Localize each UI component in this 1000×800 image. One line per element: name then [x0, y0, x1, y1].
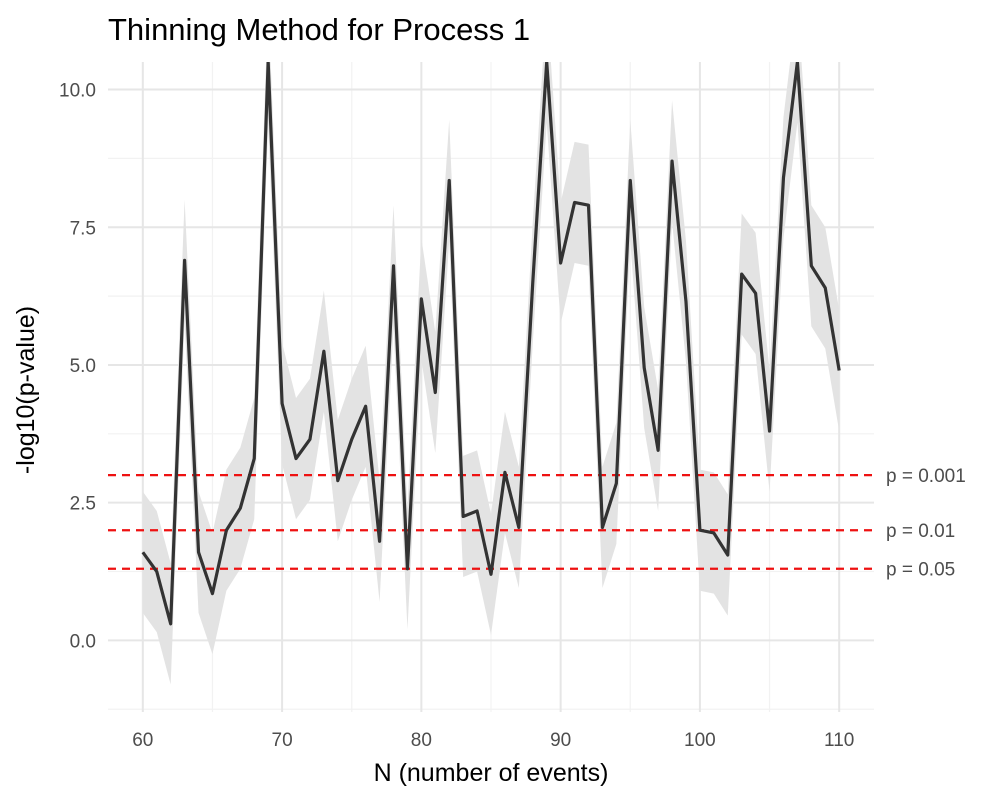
data-point [239, 507, 241, 509]
data-point [713, 532, 715, 534]
data-point [183, 259, 185, 261]
data-point [824, 287, 826, 289]
x-tick-label: 70 [272, 730, 293, 751]
data-point [142, 551, 144, 553]
data-point [559, 262, 561, 264]
y-tick-label: 5.0 [70, 356, 96, 377]
data-point [448, 179, 450, 181]
y-tick-label: 0.0 [70, 631, 96, 652]
reference-line-label: p = 0.001 [886, 466, 966, 487]
data-point [351, 438, 353, 440]
data-point [156, 570, 158, 572]
data-point [532, 281, 534, 283]
data-point [392, 265, 394, 267]
y-tick-label: 7.5 [70, 218, 96, 239]
data-point [615, 482, 617, 484]
data-point [323, 350, 325, 352]
data-point [740, 273, 742, 275]
data-point [671, 160, 673, 162]
data-point [364, 405, 366, 407]
data-point [309, 438, 311, 440]
reference-line-label: p = 0.05 [886, 560, 955, 581]
major-gridlines [108, 62, 874, 712]
y-axis-ticks: 0.0 2.5 5.0 7.5 10.0 [59, 81, 96, 653]
plot-area [108, 61, 874, 685]
x-tick-label: 100 [684, 730, 716, 751]
data-point [768, 430, 770, 432]
x-tick-label: 80 [411, 730, 432, 751]
data-point [253, 457, 255, 459]
data-point [796, 61, 798, 63]
data-point [782, 176, 784, 178]
data-point [727, 554, 729, 556]
data-point [337, 479, 339, 481]
data-point [504, 471, 506, 473]
y-axis-title: -log10(p-value) [12, 306, 40, 474]
data-point [518, 526, 520, 528]
y-tick-label: 10.0 [59, 81, 96, 102]
y-tick-label: 2.5 [70, 494, 96, 515]
data-point [546, 61, 548, 63]
data-point [838, 369, 840, 371]
x-axis-ticks: 60 70 80 90 100 110 [132, 730, 854, 751]
chart-title: Thinning Method for Process 1 [108, 12, 530, 47]
data-point [225, 529, 227, 531]
data-point [573, 201, 575, 203]
data-point [629, 179, 631, 181]
data-point [281, 402, 283, 404]
reference-line-label: p = 0.01 [886, 521, 955, 542]
data-point [462, 515, 464, 517]
data-point [476, 510, 478, 512]
data-point [434, 391, 436, 393]
data-point [685, 300, 687, 302]
x-axis-title: N (number of events) [374, 759, 609, 787]
data-point [587, 204, 589, 206]
data-point [406, 568, 408, 570]
data-point [295, 457, 297, 459]
data-point [754, 292, 756, 294]
data-point [643, 367, 645, 369]
data-point [420, 298, 422, 300]
data-point [378, 540, 380, 542]
data-point [211, 592, 213, 594]
reference-labels: p = 0.001 p = 0.01 p = 0.05 [886, 466, 966, 581]
data-point [490, 573, 492, 575]
data-point [169, 623, 171, 625]
data-point [601, 526, 603, 528]
data-point [699, 529, 701, 531]
data-point [267, 61, 269, 63]
data-point [810, 265, 812, 267]
x-tick-label: 90 [550, 730, 571, 751]
x-tick-label: 110 [824, 730, 854, 751]
series-line [141, 62, 841, 626]
data-point [657, 449, 659, 451]
data-point [197, 551, 199, 553]
x-tick-label: 60 [132, 730, 153, 751]
